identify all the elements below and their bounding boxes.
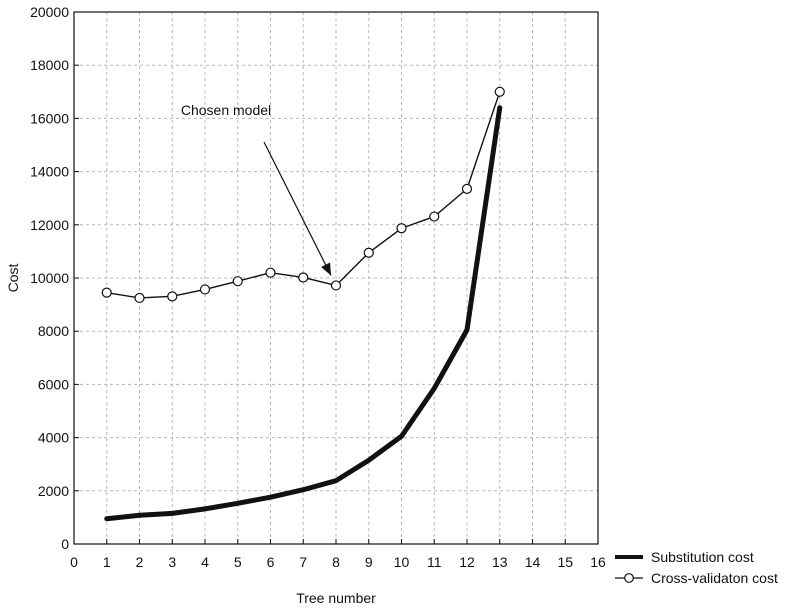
y-tick-label-6: 12000 [30, 217, 69, 233]
axis-layer: 0 1 2 3 4 5 6 7 8 9 10 11 12 13 14 15 160200040006000800… [30, 4, 606, 570]
cross-validation-point-12 [461, 183, 473, 194]
cross-validation-point-7 [298, 272, 309, 283]
x-tick-label-9: 9 [365, 554, 373, 570]
y-tick-label-5: 10000 [30, 270, 69, 286]
x-tick-label-14: 14 [525, 554, 541, 570]
cross-validation-point-9 [363, 247, 374, 258]
x-axis-title: Tree number [296, 590, 376, 606]
x-tick-label-12: 12 [459, 554, 475, 570]
x-tick-label-10: 10 [394, 554, 410, 570]
cross-validation-point-11 [429, 211, 440, 222]
legend-cross-validation-marker [624, 573, 634, 583]
x-tick-label-7: 7 [299, 554, 307, 570]
chosen-model-arrowhead [321, 262, 331, 276]
x-tick-label-3: 3 [168, 554, 176, 570]
substitution-cost-line [104, 105, 503, 522]
cross-validation-point-13 [494, 86, 505, 97]
legend-substitution-label: Substitution cost [651, 549, 754, 565]
chosen-model-arrow [263, 141, 332, 276]
y-tick-label-4: 8000 [38, 323, 69, 339]
x-tick-label-13: 13 [492, 554, 508, 570]
x-tick-label-15: 15 [557, 554, 573, 570]
y-tick-label-1: 2000 [38, 483, 69, 499]
cross-validation-point-3 [167, 291, 178, 302]
y-tick-label-2: 4000 [38, 430, 69, 446]
legend-cross-validation-label: Cross-validaton cost [651, 570, 778, 586]
cross-validation-point-2 [134, 292, 145, 304]
x-tick-label-4: 4 [201, 554, 209, 570]
cross-validation-point-6 [265, 267, 276, 278]
x-tick-label-5: 5 [234, 554, 242, 570]
cross-validation-point-1 [101, 287, 112, 298]
y-tick-label-8: 16000 [30, 110, 69, 126]
x-tick-label-16: 16 [590, 554, 606, 570]
cross-validation-point-8 [330, 280, 342, 291]
grid-layer [74, 12, 598, 544]
y-tick-label-10: 20000 [30, 4, 69, 20]
x-tick-label-6: 6 [267, 554, 275, 570]
chosen-model-label: Chosen model [181, 102, 271, 118]
cross-validation-point-10 [396, 223, 407, 234]
y-tick-label-3: 6000 [38, 376, 69, 392]
x-tick-label-11: 11 [427, 554, 442, 570]
x-tick-label-0: 0 [70, 554, 78, 570]
y-tick-label-7: 14000 [30, 164, 69, 180]
y-tick-label-9: 18000 [30, 57, 69, 73]
cross-validation-point-5 [232, 276, 243, 287]
x-tick-label-8: 8 [332, 554, 340, 570]
cross-validation-point-4 [199, 284, 211, 295]
annotation-layer: Chosen model [181, 102, 332, 276]
series-layer [101, 86, 505, 522]
x-tick-label-1: 1 [103, 554, 111, 570]
y-tick-label-0: 0 [61, 536, 69, 552]
legend-layer: Substitution cost Cross-validaton cost [615, 549, 778, 586]
x-tick-label-2: 2 [136, 554, 144, 570]
y-axis-title: Cost [5, 264, 21, 293]
